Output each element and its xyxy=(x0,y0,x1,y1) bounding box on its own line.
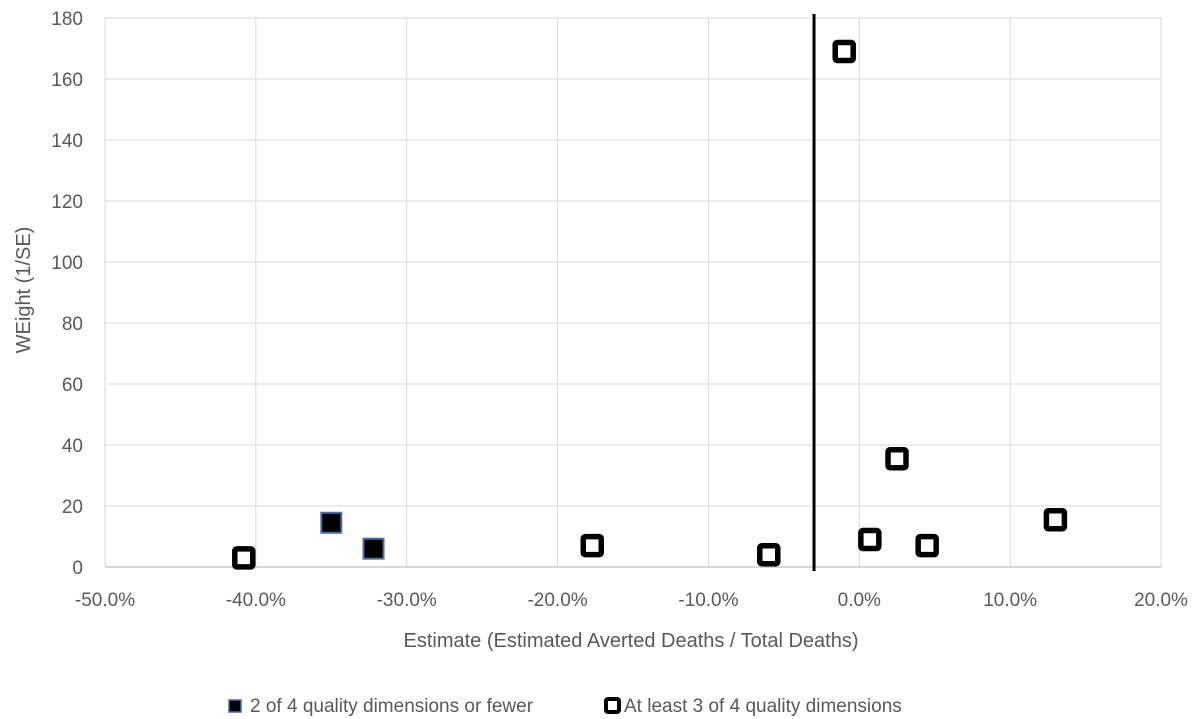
points-layer xyxy=(232,39,1068,570)
x-tick-label: -20.0% xyxy=(527,590,587,611)
data-point-2 xyxy=(232,546,256,570)
data-point-2 xyxy=(757,543,781,567)
legend-item-2: At least 3 of 4 quality dimensions xyxy=(604,696,902,717)
x-tick-label: -40.0% xyxy=(226,590,286,611)
legend: 2 of 4 quality dimensions or fewer At lea… xyxy=(228,696,902,717)
y-tick-label: 140 xyxy=(51,131,83,152)
grid-layer xyxy=(104,17,1162,567)
data-point-2 xyxy=(858,527,882,552)
data-point-2 xyxy=(580,533,605,558)
y-tick-label: 100 xyxy=(51,253,83,274)
x-tick-label: 10.0% xyxy=(983,590,1037,611)
y-tick-label: 180 xyxy=(51,9,83,30)
y-tick-label: 80 xyxy=(62,314,83,335)
y-tick-label: 120 xyxy=(51,192,83,213)
x-tick-label: 0.0% xyxy=(838,590,881,611)
data-point-2 xyxy=(885,446,909,471)
x-tick-label: 20.0% xyxy=(1134,590,1188,611)
legend-label: 2 of 4 quality dimensions or fewer xyxy=(250,696,534,717)
data-point-2 xyxy=(915,533,939,558)
data-point-1 xyxy=(362,537,385,560)
legend-item-1: 2 of 4 quality dimensions or fewer xyxy=(228,696,534,717)
y-tick-label: 20 xyxy=(62,497,83,518)
y-axis-title: WEight (1/SE) xyxy=(13,227,35,354)
y-tick-label: 160 xyxy=(51,70,83,91)
y-tick-label: 0 xyxy=(72,558,83,579)
x-tick-label: -50.0% xyxy=(75,590,135,611)
x-tick-label: -30.0% xyxy=(377,590,437,611)
tick-labels: -50.0% -40.0% -30.0% -20.0% -10.0% 0.0% 10.0% 2… xyxy=(51,9,1188,611)
y-tick-label: 60 xyxy=(62,375,83,396)
x-tick-label: -10.0% xyxy=(678,590,738,611)
x-axis-title: Estimate (Estimated Averted Deaths / Tot… xyxy=(403,630,858,652)
data-point-1 xyxy=(320,511,343,534)
data-point-2 xyxy=(1043,507,1068,532)
y-tick-label: 40 xyxy=(62,436,83,457)
legend-marker xyxy=(604,697,621,714)
data-point-2 xyxy=(832,39,856,64)
legend-marker xyxy=(228,699,242,713)
legend-label: At least 3 of 4 quality dimensions xyxy=(624,696,902,717)
